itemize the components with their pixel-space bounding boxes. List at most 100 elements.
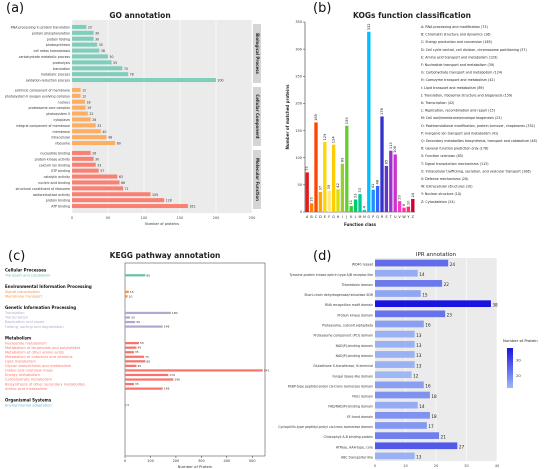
go-category-label: cell redox homeostasis (33, 49, 70, 53)
ipr-bar-value: 17 (428, 424, 434, 429)
kog-bar-value: 20 (398, 194, 402, 199)
y-tick-label: 300 (295, 47, 302, 51)
kegg-group-header: Genetic Information Processing (5, 305, 76, 310)
panel-letter-c: (c) (8, 249, 26, 264)
kegg-category-label: Glycan biosynthesis and metabolism (5, 364, 72, 368)
go-category-label: intracellular (51, 136, 71, 140)
kegg-category-label: Transcription (4, 316, 28, 320)
y-tick-label: 100 (295, 156, 302, 160)
ipr-domain-label: Chlorophyll A-B binding protein (323, 435, 373, 439)
color-scale-tick-label: 30 (516, 358, 521, 363)
go-bar-value: 26 (92, 151, 96, 155)
kog-class-letter: K (350, 215, 353, 219)
go-bar-value: 50 (110, 55, 114, 59)
ipr-bar (375, 442, 458, 450)
go-bar-value: 30 (95, 157, 99, 161)
go-bar-value: 30 (95, 37, 99, 41)
ipr-domain-label: Glutathione S-transferase, N-terminal (313, 364, 373, 368)
go-bar (72, 72, 129, 77)
go-bar-value: 200 (218, 79, 224, 83)
kog-bar (393, 154, 397, 212)
go-bar-value: 40 (102, 130, 106, 134)
kog-bar-value: 4 (362, 205, 366, 208)
ipr-bar-value: 16 (425, 384, 431, 389)
ipr-bar-value: 14 (419, 272, 425, 277)
kog-bar-value: 129 (323, 133, 327, 141)
kegg-bar-value: 170 (169, 373, 175, 377)
kog-legend-entry: P: Inorganic ion transport and metabolis… (421, 131, 498, 135)
ipr-domain-label: RNA recognition motif domain (325, 303, 373, 307)
kegg-bar (125, 346, 137, 349)
go-category-label: catalytic activity (44, 175, 70, 179)
kog-bar (336, 189, 340, 212)
kog-class-letter: I (342, 215, 343, 219)
go-category-label: ribosome (55, 142, 70, 146)
go-bar (72, 111, 88, 116)
ipr-bar-value: 23 (447, 313, 453, 318)
kegg-bar-value: 148 (164, 325, 170, 329)
go-category-label: metabolic process (41, 73, 70, 77)
go-category-label: proteasome core complex (29, 106, 71, 110)
ipr-domain-label: FKBP-type peptidyl-prolyl cis-trans isom… (288, 384, 373, 388)
kegg-bar (125, 342, 139, 345)
kog-bar-value: 159 (345, 117, 349, 125)
kog-bar (327, 190, 331, 212)
kog-bar-value: 73 (305, 166, 309, 171)
kog-bar (349, 206, 353, 212)
go-category-label: translation (53, 67, 70, 71)
kog-legend-entry: U: Intracellular trafficking, secretion,… (421, 169, 531, 173)
kegg-category-label: Lipid metabolism (5, 360, 36, 364)
kegg-bar (125, 369, 263, 372)
kog-class-letter: R (381, 215, 384, 219)
kog-legend-entry: C: Energy production and conversion (165… (421, 40, 492, 44)
kog-bar-value: 89 (340, 157, 344, 162)
go-bar (72, 198, 165, 203)
kog-bar (375, 185, 380, 212)
go-bar (72, 93, 81, 98)
kegg-category-label: Membrane transport (5, 295, 43, 299)
kegg-category-label: Translation (4, 311, 25, 315)
y-tick-label: 150 (295, 129, 302, 133)
kog-legend-entry: O: Posttranslational modification, prote… (421, 124, 535, 128)
go-bar (72, 204, 188, 209)
go-category-label: protein kinase activity (35, 157, 71, 161)
kog-legend-entry: B: Chromatin structure and dynamics (16) (421, 33, 491, 37)
go-category-label: nucleotide binding (40, 151, 70, 155)
go-group-label: Molecular Function (255, 158, 260, 201)
kegg-bar-value: 35 (135, 382, 139, 386)
panel-letter-b: (b) (313, 1, 332, 16)
chart-title: GO annotation (109, 11, 170, 20)
kog-class-letter: J (345, 215, 347, 219)
go-bar (72, 99, 85, 104)
kegg-category-label: Folding, sorting and degradation (5, 325, 64, 329)
ipr-bar-value: 13 (416, 455, 422, 460)
ipr-bar-value: 14 (419, 404, 425, 409)
kog-bar (314, 122, 318, 212)
kog-bar-value: 33 (358, 188, 362, 193)
kegg-bar-value: 45 (137, 346, 141, 350)
chart-title: IPR annotation (416, 252, 457, 258)
go-bar-value: 20 (88, 25, 92, 29)
go-group-strip (253, 87, 261, 146)
kegg-category-label: Biosynthesis of other secondary metaboli… (5, 382, 85, 386)
go-bar (72, 123, 96, 128)
kegg-bar-value: 148 (164, 387, 170, 391)
go-bar-value: 70 (124, 67, 128, 71)
kog-bar-value: 165 (314, 114, 318, 121)
ipr-bar (375, 320, 424, 328)
kog-legend-entry: G: Carbohydrate transport and metabolism… (421, 71, 502, 75)
y-tick-label: 350 (295, 20, 302, 24)
kegg-category-label: Signal transduction (5, 290, 40, 294)
kog-legend-entry: J: Translation, ribosomal structure and … (420, 93, 512, 97)
chart-title: KEGG pathway annotation (110, 251, 221, 260)
go-bar (72, 168, 99, 173)
ipr-domain-label: ATPase, AAA-type, core (336, 445, 373, 449)
go-category-label: photosystem II oxygen evolving complex (5, 94, 70, 98)
go-bar (72, 192, 151, 197)
kegg-category-label: Amino acid metabolism (5, 387, 48, 391)
kog-bar-value: 23 (354, 193, 358, 198)
y-tick-label: 50 (298, 183, 302, 187)
ipr-bar (375, 452, 415, 460)
ipr-bar-value: 22 (444, 282, 450, 287)
x-tick-label: 20 (434, 464, 438, 468)
